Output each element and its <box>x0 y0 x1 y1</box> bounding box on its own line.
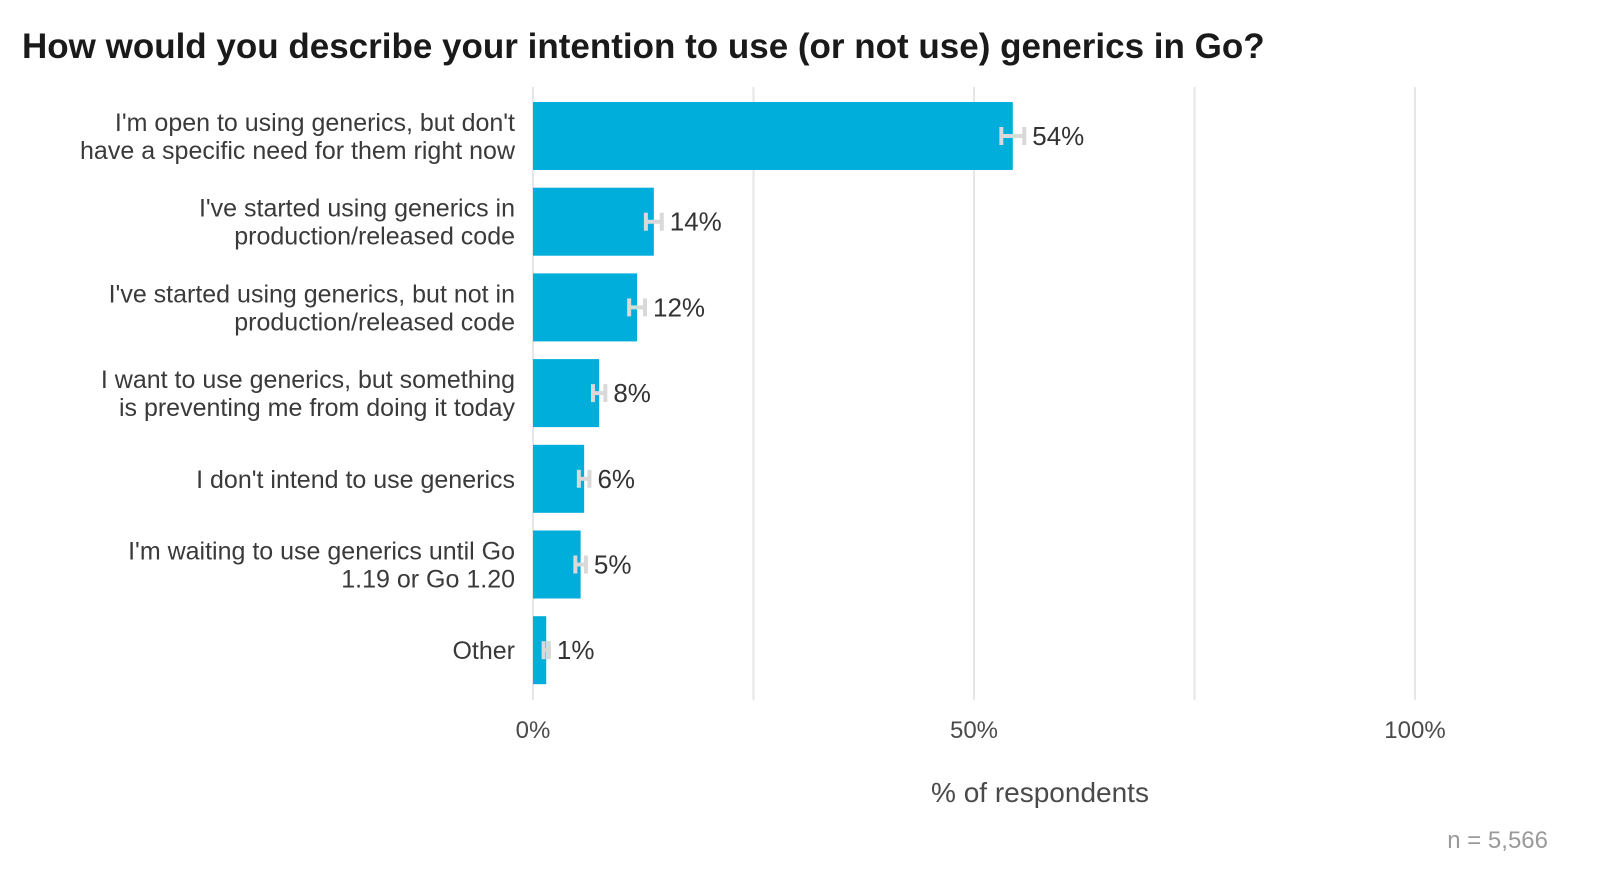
category-label-line: have a specific need for them right now <box>80 137 516 165</box>
x-tick-label: 100% <box>1384 717 1445 744</box>
category-label-line: I don't intend to use generics <box>196 466 515 494</box>
error-bar <box>627 298 648 317</box>
error-bar <box>590 384 608 403</box>
x-tick-label: 0% <box>516 717 551 744</box>
bar <box>533 530 581 599</box>
category-label-line: I've started using generics in <box>199 195 515 223</box>
x-axis-title: % of respondents <box>931 777 1149 808</box>
category-label-line: I'm open to using generics, but don't <box>115 109 515 137</box>
category-label-line: Other <box>452 637 515 665</box>
category-label-line: I want to use generics, but something <box>101 366 515 394</box>
category-label: I've started using generics, but not in p… <box>109 280 515 336</box>
error-bar <box>541 641 551 660</box>
category-label-line: 1.19 or Go 1.20 <box>341 566 515 594</box>
chart-title: How would you describe your intention to… <box>22 27 1265 66</box>
error-bar <box>573 555 588 574</box>
data-label: 1% <box>557 635 595 665</box>
error-bar <box>999 127 1027 145</box>
data-label: 12% <box>653 292 705 322</box>
category-label: I want to use generics, but something is … <box>101 366 516 422</box>
category-label: I don't intend to use generics <box>196 466 515 494</box>
category-label-line: I'm waiting to use generics until Go <box>128 538 515 566</box>
data-label: 14% <box>670 207 722 237</box>
category-label: I'm waiting to use generics until Go 1.19… <box>128 538 515 594</box>
category-label-line: is preventing me from doing it today <box>119 394 516 422</box>
bar <box>533 359 600 428</box>
data-label: 6% <box>597 464 635 494</box>
gridlines <box>532 87 1416 700</box>
bar <box>533 444 585 513</box>
data-label: 8% <box>613 378 651 408</box>
category-label-line: I've started using generics, but not in <box>109 280 515 308</box>
data-label: 54% <box>1032 121 1084 151</box>
category-label: Other <box>452 637 515 665</box>
category-label-line: production/released code <box>234 308 515 336</box>
category-label: I've started using generics in production… <box>199 195 515 251</box>
error-bar <box>576 469 592 488</box>
bar <box>533 616 547 685</box>
category-labels: I'm open to using generics, but don't hav… <box>80 109 516 665</box>
sample-size-note: n = 5,566 <box>1447 827 1548 854</box>
category-label: I'm open to using generics, but don't hav… <box>80 109 516 165</box>
bars: 54% 14% 12% 8% 6% 5% 1% <box>533 102 1084 685</box>
x-axis-ticks: 0% 50% 100% <box>516 717 1446 744</box>
bar <box>533 102 1013 170</box>
error-bar <box>643 212 664 231</box>
bar <box>533 187 654 256</box>
bar <box>533 273 638 342</box>
data-label: 5% <box>594 550 632 580</box>
x-tick-label: 50% <box>950 717 998 744</box>
category-label-line: production/released code <box>234 223 515 251</box>
